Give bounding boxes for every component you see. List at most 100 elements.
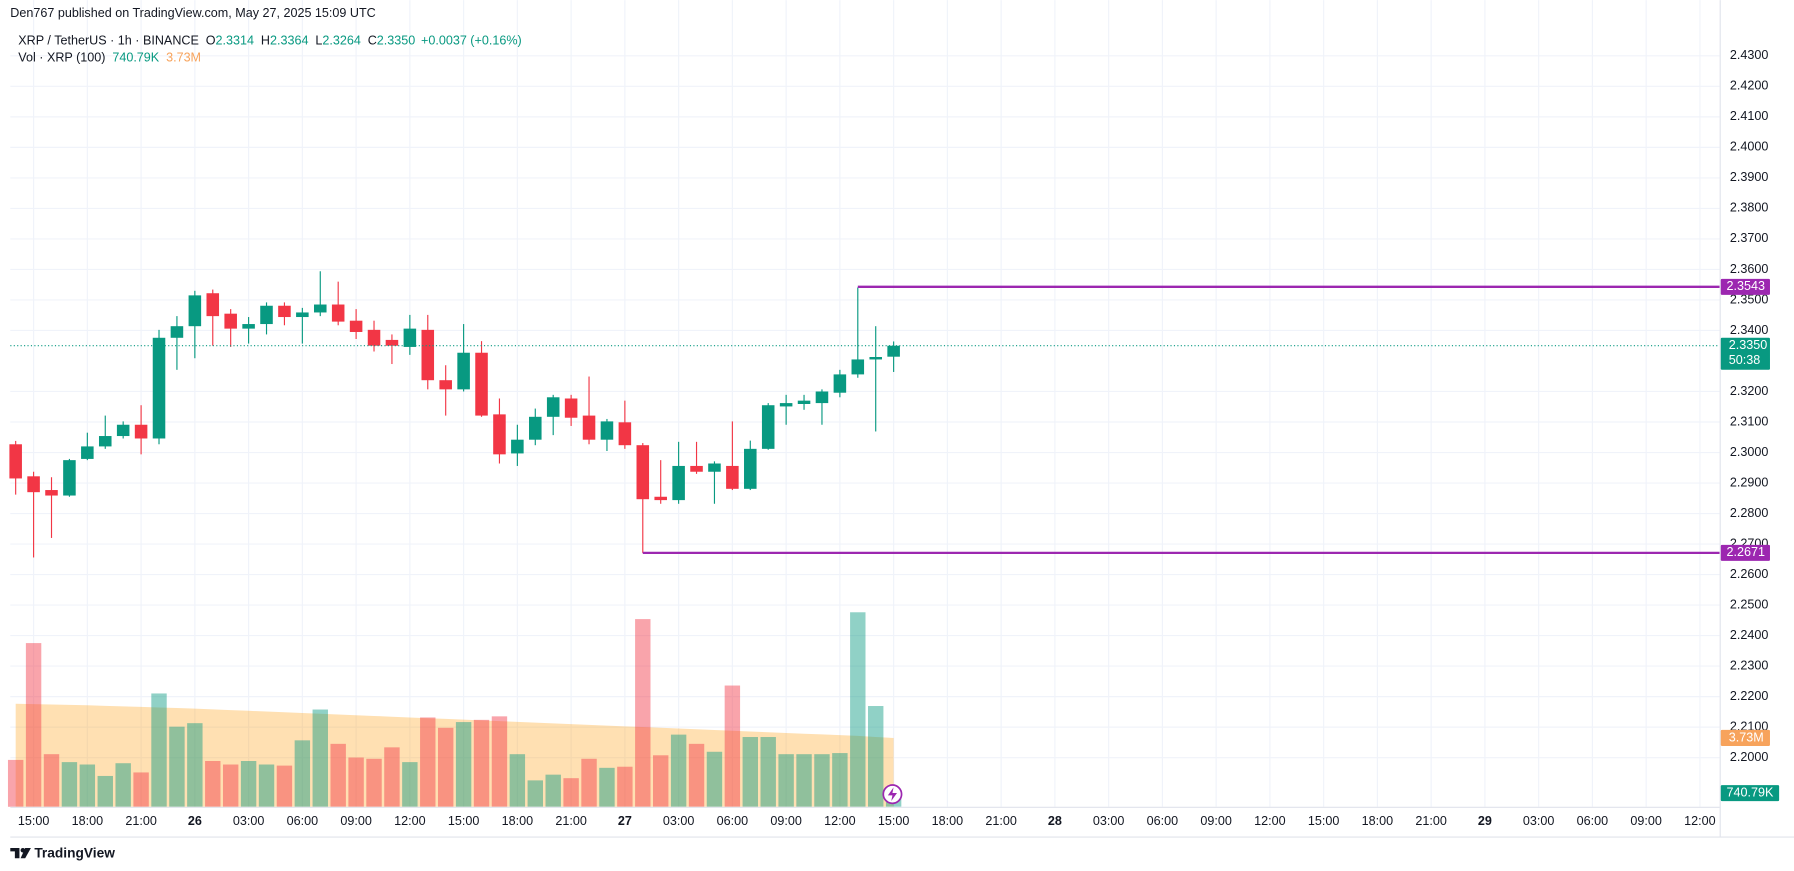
candle-body bbox=[475, 352, 488, 416]
x-tick-label: 06:00 bbox=[1577, 814, 1608, 828]
x-tick-label: 09:00 bbox=[1630, 814, 1661, 828]
x-tick-label: 21:00 bbox=[1415, 814, 1446, 828]
candle-body bbox=[815, 391, 829, 404]
grid bbox=[10, 0, 1720, 807]
candle-body bbox=[564, 398, 578, 418]
volume-bar bbox=[635, 619, 651, 807]
volume-bar bbox=[850, 612, 866, 807]
volume-bar bbox=[491, 716, 508, 807]
x-tick-label: 18:00 bbox=[932, 814, 963, 828]
candles bbox=[9, 271, 900, 558]
volume-bar bbox=[240, 761, 257, 807]
volume-bar bbox=[688, 743, 705, 807]
ohlc-value: 2.3314 bbox=[216, 34, 254, 48]
volume-bar bbox=[258, 764, 275, 807]
volume-bar bbox=[581, 758, 597, 807]
volume-bar bbox=[61, 762, 78, 807]
volume-bar bbox=[814, 754, 830, 807]
volume-bar bbox=[652, 755, 669, 807]
volume-ma-value: 3.73M bbox=[166, 51, 201, 65]
volume-bar bbox=[832, 753, 848, 807]
volume-bar bbox=[187, 723, 203, 807]
y-tick-label: 2.2800 bbox=[1730, 506, 1768, 520]
x-tick-label: 29 bbox=[1478, 814, 1492, 828]
volume-bar bbox=[527, 780, 543, 807]
volume-bar bbox=[7, 759, 24, 807]
ohlc-value: 2.3364 bbox=[270, 34, 308, 48]
volume-bar bbox=[312, 709, 328, 807]
y-tick-label: 2.2500 bbox=[1730, 597, 1768, 611]
symbol: XRP / TetherUS · 1h · BINANCE bbox=[18, 34, 199, 48]
volume-bar bbox=[617, 766, 633, 807]
candle-body bbox=[511, 439, 524, 454]
volume-ma-box bbox=[1720, 729, 1770, 746]
x-tick-label: 15:00 bbox=[878, 814, 909, 828]
candle-body bbox=[421, 329, 435, 381]
axes: 2.4300 2.4200 2.4100 2.4000 2.3900 2.3800 2.37… bbox=[18, 48, 1780, 828]
volume-bar bbox=[294, 740, 311, 807]
x-tick-label: 09:00 bbox=[340, 814, 371, 828]
y-tick-label: 2.4300 bbox=[1730, 48, 1768, 62]
legend-line: XRP / TetherUS · 1h · BINANCE O2.3314 H2.3… bbox=[18, 34, 521, 48]
candle-body bbox=[887, 345, 900, 357]
y-tick-label: 2.2200 bbox=[1730, 689, 1768, 703]
volume-bar bbox=[151, 693, 167, 807]
candle-body bbox=[779, 403, 793, 407]
x-tick-label: 03:00 bbox=[1093, 814, 1124, 828]
candle-body bbox=[439, 380, 452, 390]
lightning-icon[interactable] bbox=[882, 784, 903, 805]
icon-bolt[interactable] bbox=[887, 787, 897, 802]
ohlc-letter: O bbox=[206, 34, 216, 48]
candle-body bbox=[457, 352, 470, 390]
volume-bar bbox=[455, 722, 472, 807]
candle-body bbox=[98, 436, 112, 447]
volume-bar bbox=[43, 754, 60, 807]
candle-body bbox=[403, 328, 417, 347]
x-tick-label: 18:00 bbox=[502, 814, 533, 828]
y-tick-label: 2.4000 bbox=[1730, 140, 1768, 154]
x-tick-label: 15:00 bbox=[18, 814, 49, 828]
x-tick-label: 18:00 bbox=[1362, 814, 1393, 828]
candle-body bbox=[636, 445, 650, 500]
candle-body bbox=[582, 415, 596, 440]
x-tick-label: 15:00 bbox=[1308, 814, 1339, 828]
volume-bar bbox=[563, 778, 579, 807]
x-tick-label: 21:00 bbox=[555, 814, 586, 828]
volume-bar bbox=[599, 767, 615, 807]
x-tick-label: 06:00 bbox=[1147, 814, 1178, 828]
y-tick-label: 2.3500 bbox=[1730, 292, 1768, 306]
volume-label: 740.79K bbox=[1726, 785, 1773, 799]
volume-bar bbox=[169, 726, 185, 807]
x-tick-label: 12:00 bbox=[824, 814, 855, 828]
ohlc-letter: L bbox=[315, 34, 322, 48]
y-tick-label: 2.4200 bbox=[1730, 79, 1768, 93]
volume-bar bbox=[724, 685, 741, 807]
y-tick-label: 2.3000 bbox=[1730, 445, 1768, 459]
x-tick-label: 27 bbox=[618, 814, 632, 828]
candle-body bbox=[708, 463, 721, 472]
y-tick-label: 2.2400 bbox=[1730, 628, 1768, 642]
candle-body bbox=[331, 304, 345, 322]
x-tick-label: 12:00 bbox=[1684, 814, 1715, 828]
candle-body bbox=[260, 305, 273, 325]
volume-ma-area bbox=[15, 703, 894, 807]
candle-body bbox=[833, 374, 847, 393]
candle-body bbox=[600, 421, 614, 440]
volume-bar bbox=[366, 758, 382, 807]
x-tick-label: 12:00 bbox=[394, 814, 425, 828]
volume-bar bbox=[330, 743, 346, 807]
y-tick-label: 2.2900 bbox=[1730, 475, 1768, 489]
candle-body bbox=[744, 448, 757, 489]
candle-body bbox=[27, 476, 40, 493]
volume-legend: Vol · XRP (100) 740.79K 3.73M bbox=[18, 51, 201, 65]
candle-body bbox=[851, 359, 865, 375]
candle-body bbox=[152, 337, 166, 439]
footer-logo: TradingView bbox=[10, 845, 115, 860]
candle-body bbox=[188, 295, 202, 327]
volume-bar bbox=[420, 717, 436, 807]
x-tick-label: 21:00 bbox=[125, 814, 156, 828]
x-tick-label: 28 bbox=[1048, 814, 1062, 828]
y-tick-label: 2.3400 bbox=[1730, 323, 1768, 337]
volume-bar bbox=[115, 763, 131, 807]
y-tick-label: 2.4100 bbox=[1730, 109, 1768, 123]
